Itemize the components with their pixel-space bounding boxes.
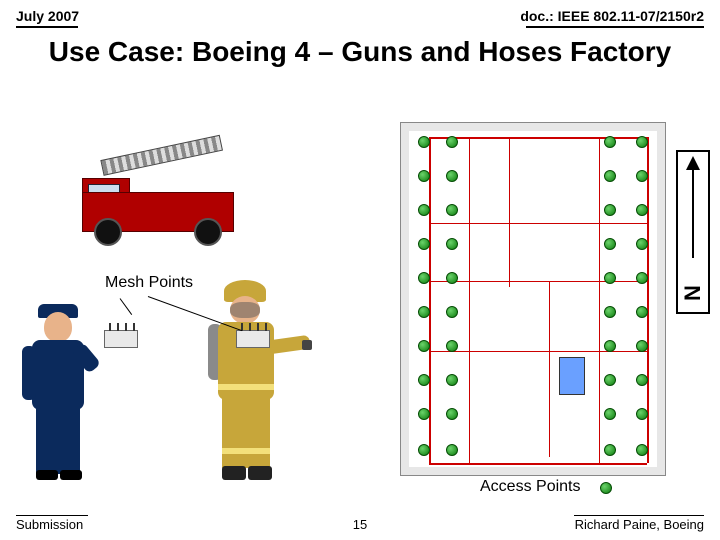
access-point-marker (418, 170, 430, 182)
access-point-marker (636, 444, 648, 456)
access-point-marker (636, 136, 648, 148)
factory-floorplan (400, 122, 666, 476)
access-point-marker (418, 136, 430, 148)
access-point-marker (604, 136, 616, 148)
access-point-marker (418, 374, 430, 386)
access-point-marker (636, 306, 648, 318)
firetruck-illustration (82, 160, 232, 246)
access-point-marker (418, 408, 430, 420)
access-point-marker (604, 374, 616, 386)
access-point-marker (636, 408, 648, 420)
access-point-marker (636, 340, 648, 352)
access-point-marker (636, 238, 648, 250)
north-compass: N (676, 150, 710, 314)
north-label: N (680, 285, 706, 301)
footer-submission: Submission (16, 517, 83, 532)
header-doc-id: doc.: IEEE 802.11-07/2150r2 (520, 8, 704, 24)
access-point-marker (446, 204, 458, 216)
footer-author: Richard Paine, Boeing (575, 517, 704, 532)
mesh-point-device (104, 330, 138, 348)
access-point-marker (636, 374, 648, 386)
access-point-marker (446, 408, 458, 420)
access-point-marker (446, 238, 458, 250)
header-rule-left (16, 26, 78, 28)
access-point-marker (604, 408, 616, 420)
access-point-marker (604, 340, 616, 352)
access-point-marker (604, 444, 616, 456)
page-number: 15 (353, 517, 367, 532)
access-point-marker (418, 340, 430, 352)
access-point-marker (604, 204, 616, 216)
access-point-marker (418, 204, 430, 216)
access-point-marker (418, 444, 430, 456)
access-point-marker (418, 272, 430, 284)
footer-rule-left (16, 515, 88, 516)
access-point-marker (446, 340, 458, 352)
firefighter-illustration (196, 280, 306, 480)
access-point-marker (604, 306, 616, 318)
access-point-legend-dot (600, 482, 612, 494)
footer-rule-right (574, 515, 704, 516)
mesh-leader-line (120, 298, 133, 315)
access-point-marker (604, 272, 616, 284)
access-point-marker (446, 374, 458, 386)
access-point-marker (604, 238, 616, 250)
mesh-point-device (236, 330, 270, 348)
access-point-marker (418, 238, 430, 250)
header-rule-right (526, 26, 704, 28)
access-point-marker (446, 136, 458, 148)
access-point-marker (446, 444, 458, 456)
header-date: July 2007 (16, 8, 79, 24)
access-point-marker (636, 272, 648, 284)
access-point-marker (604, 170, 616, 182)
mesh-points-label: Mesh Points (105, 274, 193, 292)
access-point-marker (636, 170, 648, 182)
access-point-marker (446, 170, 458, 182)
access-point-marker (636, 204, 648, 216)
access-point-marker (446, 272, 458, 284)
floorplan-equipment-box (559, 357, 585, 395)
access-points-label: Access Points (480, 478, 580, 496)
police-officer-illustration (18, 300, 98, 480)
access-point-marker (446, 306, 458, 318)
slide-title: Use Case: Boeing 4 – Guns and Hoses Fact… (18, 34, 702, 69)
access-point-marker (418, 306, 430, 318)
